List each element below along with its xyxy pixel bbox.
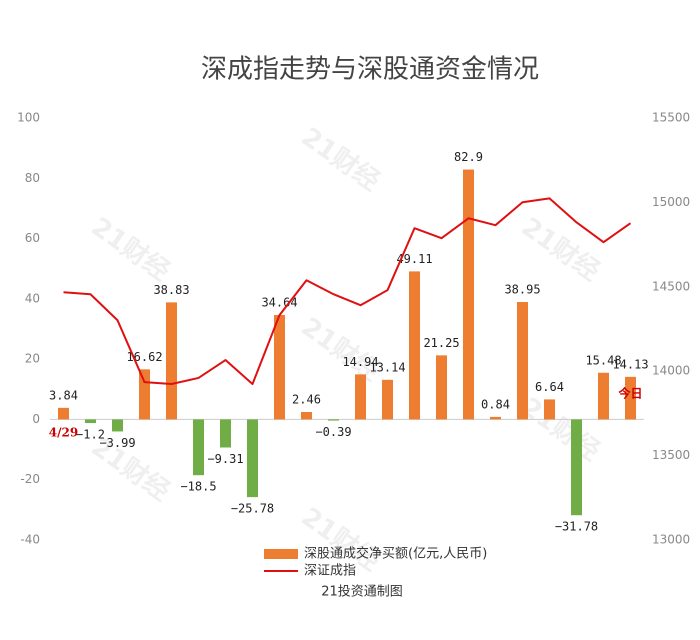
data-label: 6.64 [535,380,564,394]
y-tick-label: 0 [32,412,40,426]
watermark: 21财经 [86,211,176,287]
y-tick-label: 100 [17,111,40,125]
data-label: 34.64 [261,296,297,310]
bar [85,419,96,424]
bar [355,374,366,420]
bar [274,315,285,420]
legend-swatch [264,549,298,559]
y2-tick-label: 15000 [652,195,690,209]
y-tick-label: 40 [25,291,40,305]
data-label: −3.99 [99,436,135,450]
data-label: 15.48 [585,353,621,367]
data-label: −0.39 [315,425,351,439]
bar [139,369,150,420]
bar [571,419,582,516]
data-label: −18.5 [180,480,216,494]
bar [544,399,555,420]
data-label: −1.2 [76,428,105,442]
bar [490,416,501,420]
chart-title: 深成指走势与深股通资金情况 [201,55,539,85]
watermark: 21财经 [516,211,606,287]
bar [166,302,177,420]
bar [436,355,447,420]
bar [220,419,231,448]
bar [409,271,420,420]
bar [598,372,609,420]
bar [463,169,474,420]
data-label: 21.25 [423,336,459,350]
data-label: 49.11 [396,252,432,266]
data-label: 14.13 [612,357,648,371]
x-tick-label: 今日 [617,386,642,401]
data-label: 38.83 [153,283,189,297]
y2-tick-label: 13500 [652,448,690,462]
line [63,197,632,386]
data-label: −25.78 [231,502,274,516]
x-tick-label: 4/29 [49,426,78,440]
data-label: 14.94 [342,355,378,369]
y-tick-label: 20 [25,352,40,366]
y2-tick-label: 14000 [652,364,690,378]
watermark: 21财经 [516,391,606,467]
bar [301,412,312,420]
data-label: 82.9 [454,150,483,164]
y-tick-label: -40 [20,533,40,547]
bar [58,407,69,420]
bar [193,419,204,476]
y2-tick-label: 14500 [652,279,690,293]
y2-tick-label: 15500 [652,111,690,125]
watermark: 21财经 [296,311,386,387]
watermark: 21财经 [296,121,386,197]
bar [517,302,528,420]
legend-label: 深证成指 [304,564,356,579]
bar [247,419,258,498]
y-tick-label: -20 [20,472,40,486]
data-label: 0.84 [481,397,510,411]
data-label: 38.95 [504,283,540,297]
bar [382,379,393,420]
data-label: 13.14 [369,360,405,374]
data-label: 3.84 [49,388,78,402]
data-label: −9.31 [207,452,243,466]
y-tick-label: 60 [25,231,40,245]
y2-tick-label: 13000 [652,533,690,547]
source: 21投资通制图 [321,584,403,600]
data-label: −31.78 [555,520,598,534]
bar [112,419,123,432]
bar [328,419,339,421]
legend-label: 深股通成交净买额(亿元,人民币) [304,546,487,562]
y-tick-label: 80 [25,171,40,185]
data-label: 2.46 [292,393,321,407]
bar [625,376,636,420]
